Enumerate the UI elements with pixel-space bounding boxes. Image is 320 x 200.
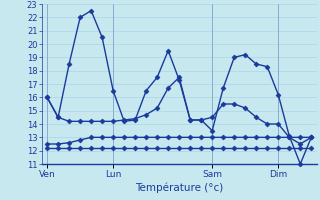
X-axis label: Température (°c): Température (°c)	[135, 183, 223, 193]
